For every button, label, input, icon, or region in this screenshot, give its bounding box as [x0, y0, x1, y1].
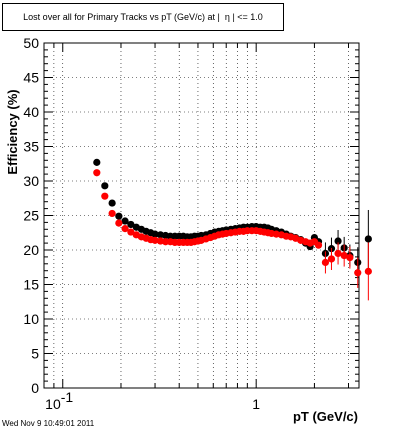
data-point [127, 220, 135, 229]
axis-ticks [43, 42, 359, 389]
data-point [151, 236, 159, 244]
x-tick-labels: 10 -1 1 [45, 389, 260, 412]
data-point [127, 228, 135, 236]
data-point [121, 225, 129, 233]
data-point [121, 217, 129, 225]
data-point [101, 182, 109, 190]
y-tick-label: 50 [23, 35, 39, 51]
y-tick-label: 20 [23, 242, 39, 258]
y-tick-label: 0 [31, 380, 39, 396]
data-point [108, 209, 116, 218]
y-tick-label: 10 [23, 311, 39, 327]
data-point [108, 199, 116, 207]
y-tick-labels: 0 5 10 15 20 25 30 35 40 45 50 [23, 35, 39, 396]
chart-title: Lost over all for Primary Tracks vs pT (… [2, 3, 284, 31]
x-axis-label: pT (GeV/c) [293, 409, 358, 424]
data-point [364, 235, 372, 243]
title-suffix: | <= 1.0 [232, 12, 263, 22]
data-point [346, 253, 354, 262]
y-tick-label: 35 [23, 139, 39, 155]
y-tick-label: 15 [23, 277, 39, 293]
y-tick-label: 40 [23, 104, 39, 120]
data-series [93, 158, 372, 301]
x-tick-label-0p1-base: 10 [45, 396, 61, 412]
data-point [354, 269, 362, 277]
series-1 [93, 169, 372, 301]
data-point [93, 169, 101, 177]
data-point [101, 192, 109, 200]
x-tick-label-0p1-exponent: -1 [61, 389, 74, 405]
data-point [151, 230, 159, 238]
grid [43, 43, 359, 388]
data-point [340, 251, 348, 260]
title-eta-symbol: η [224, 12, 230, 22]
data-point [327, 255, 336, 263]
plot-frame [43, 42, 360, 389]
data-point [364, 267, 372, 275]
title-prefix: Lost over all for Primary Tracks vs pT (… [23, 12, 220, 22]
x-tick-label-1: 1 [252, 396, 260, 412]
data-point [321, 258, 330, 267]
data-point [314, 241, 323, 249]
y-tick-label: 25 [23, 208, 39, 224]
data-point [115, 219, 123, 227]
data-point [115, 212, 123, 220]
y-tick-label: 5 [31, 346, 39, 362]
data-point [334, 249, 342, 258]
y-tick-label: 30 [23, 173, 39, 189]
y-tick-label: 45 [23, 70, 39, 86]
data-point [334, 237, 342, 245]
data-point [93, 158, 101, 166]
y-axis-label: Efficiency (%) [5, 89, 20, 174]
timestamp-footer: Wed Nov 9 10:49:01 2011 [2, 419, 95, 428]
